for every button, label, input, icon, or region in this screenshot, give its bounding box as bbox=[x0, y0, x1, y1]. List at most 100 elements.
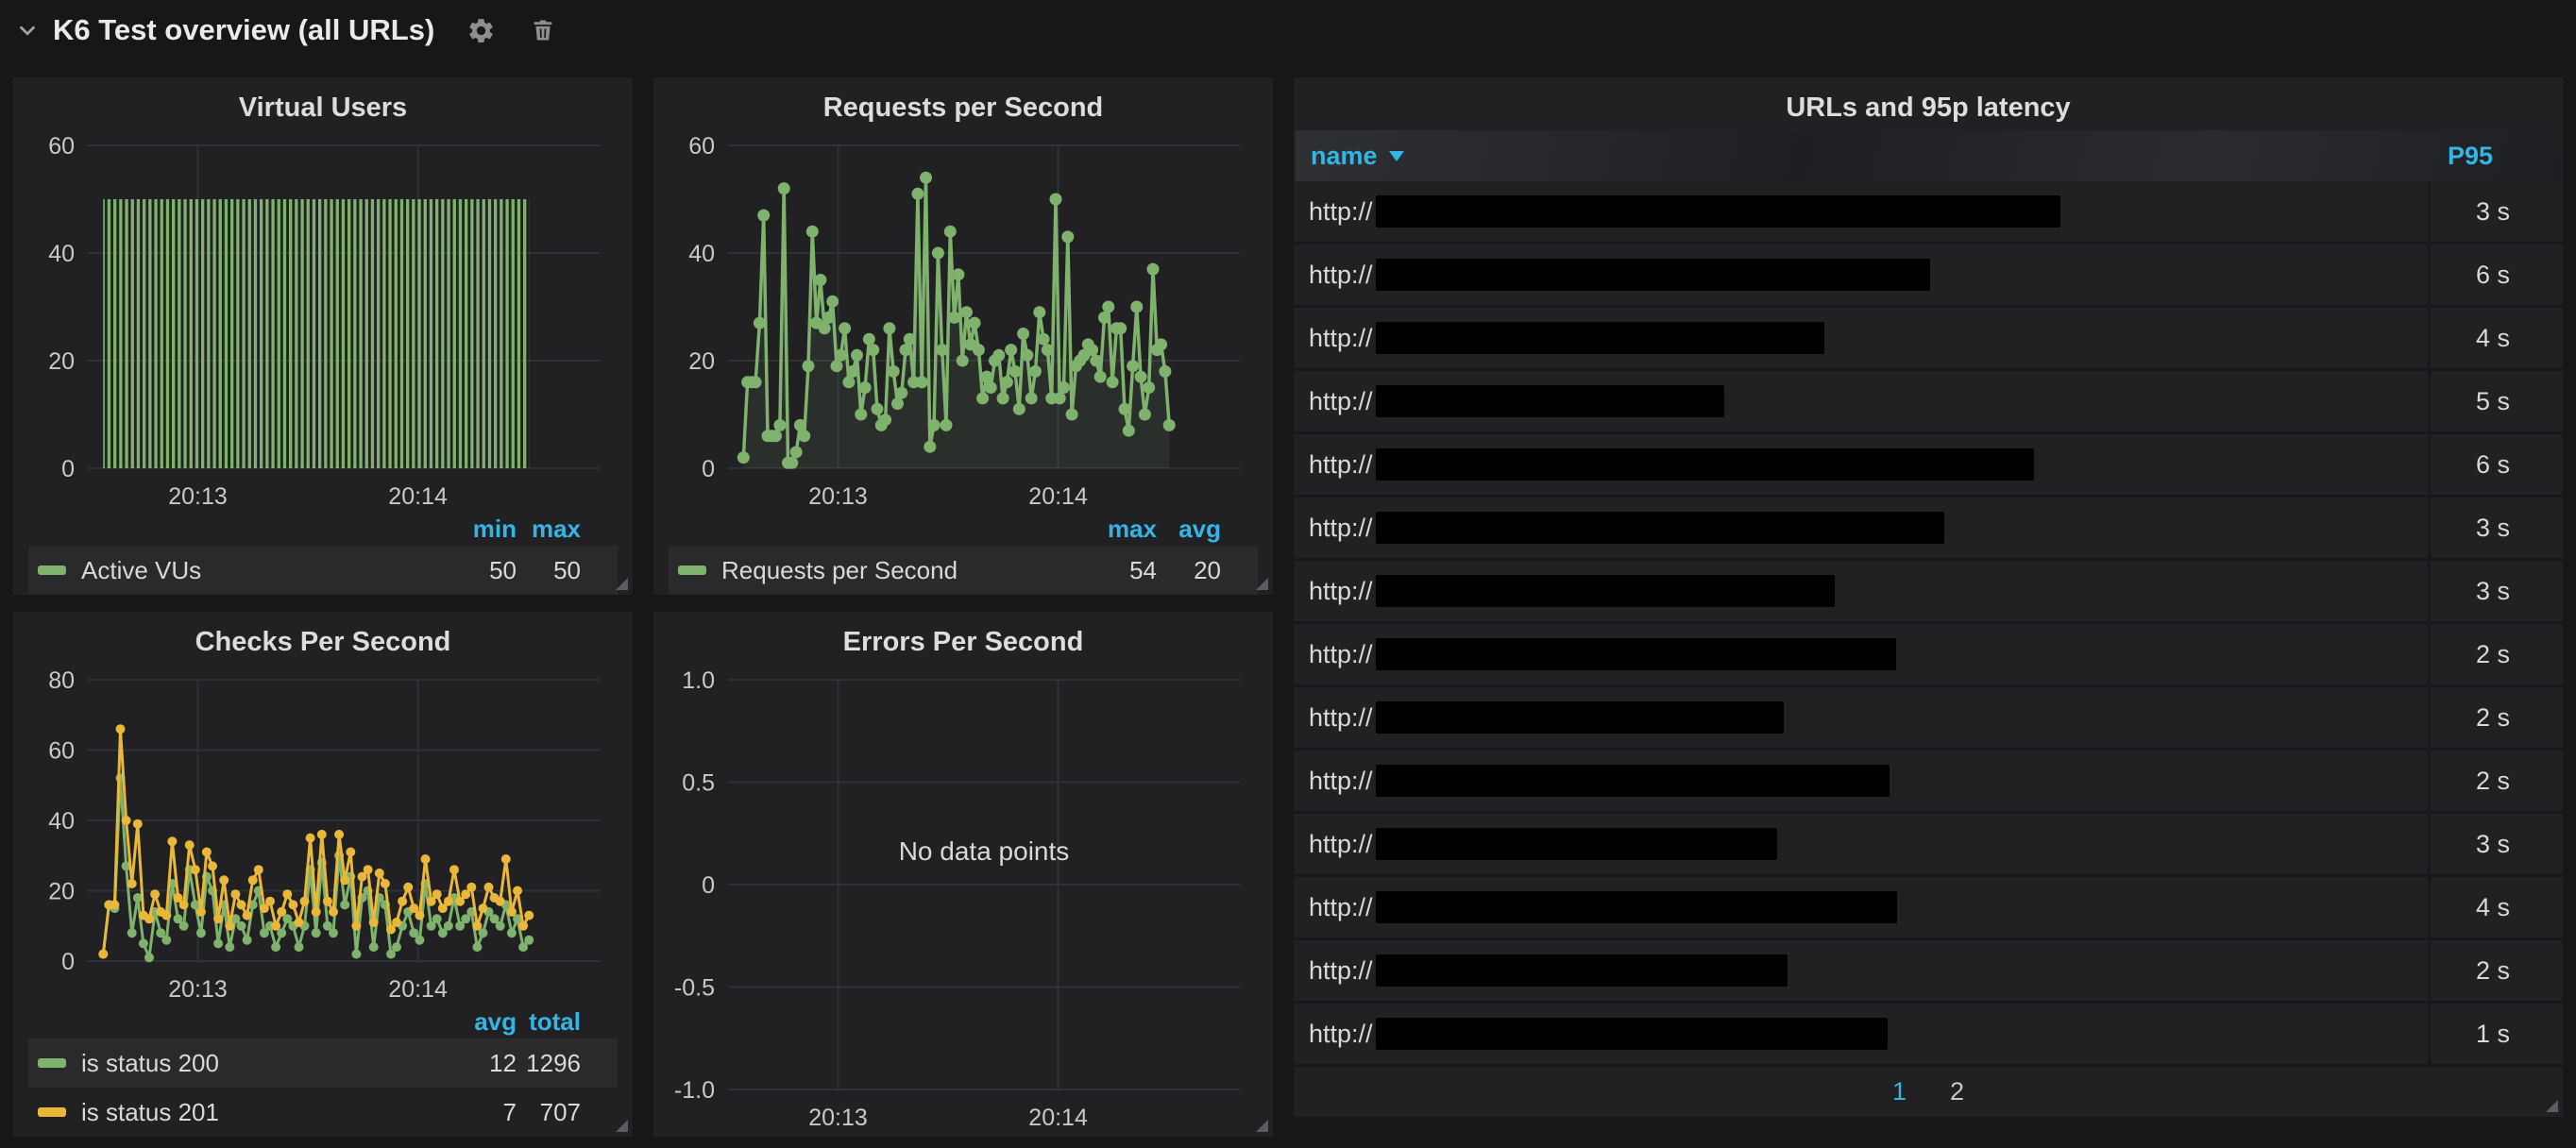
legend-row[interactable]: is status 201 7 707 bbox=[28, 1088, 618, 1137]
url-prefix-text: http:// bbox=[1309, 702, 1373, 732]
legend-series-label: is status 201 bbox=[81, 1097, 219, 1126]
errors-per-second-chart: -1.0 -0.5 0 0.5 1.0 20:13 20:14 No data points bbox=[674, 667, 1240, 1131]
panel-resize-handle[interactable] bbox=[616, 578, 628, 590]
panel-resize-handle[interactable] bbox=[1256, 1120, 1268, 1132]
y-axis-tick-label: 40 bbox=[688, 241, 715, 267]
legend-series-swatch bbox=[38, 1058, 66, 1068]
legend-stat-value: 7 bbox=[502, 1097, 517, 1126]
dashboard-row-header: K6 Test overview (all URLs) bbox=[15, 9, 590, 51]
url-cell: http:// bbox=[1294, 561, 2428, 621]
y-axis-tick-label: -0.5 bbox=[674, 975, 715, 1002]
series-1 bbox=[98, 724, 534, 959]
url-cell: http:// bbox=[1294, 245, 2428, 305]
table-row: http:// 3 s bbox=[1294, 561, 2563, 625]
y-axis-tick-label: 20 bbox=[48, 879, 75, 905]
row-delete-trash-icon[interactable] bbox=[530, 17, 556, 43]
url-prefix-text: http:// bbox=[1309, 386, 1373, 415]
url-cell: http:// bbox=[1294, 1004, 2428, 1064]
pagination-page-2[interactable]: 2 bbox=[1950, 1077, 1965, 1106]
panel-errors-per-second: Errors Per Second -1.0 -0.5 0 0.5 1.0 20:13 20… bbox=[653, 612, 1273, 1137]
table-row: http:// 3 s bbox=[1294, 498, 2563, 562]
url-cell: http:// bbox=[1294, 181, 2428, 242]
table-row: http:// 6 s bbox=[1294, 245, 2563, 309]
legend-stat-header-max[interactable]: max bbox=[531, 514, 581, 543]
p95-value-cell: 5 s bbox=[2428, 371, 2563, 432]
legend-stat-value: 50 bbox=[553, 555, 581, 584]
x-axis-tick-label: 20:13 bbox=[168, 483, 228, 510]
legend-series-label: Active VUs bbox=[81, 555, 202, 584]
table-row: http:// 2 s bbox=[1294, 751, 2563, 815]
panel-resize-handle[interactable] bbox=[1256, 578, 1268, 590]
url-prefix-text: http:// bbox=[1309, 829, 1373, 858]
p95-value-cell: 3 s bbox=[2428, 814, 2563, 875]
redaction-bar bbox=[1375, 512, 1944, 545]
checks-per-second-legend: avg total is status 200 12 1296 is status 201… bbox=[13, 1004, 633, 1137]
legend-stat-headers: min max bbox=[28, 512, 618, 546]
legend-stat-header-avg[interactable]: avg bbox=[1178, 514, 1221, 543]
pagination-page-1[interactable]: 1 bbox=[1891, 1077, 1907, 1106]
url-cell: http:// bbox=[1294, 624, 2428, 684]
y-axis-tick-label: 20 bbox=[688, 348, 715, 375]
table-row: http:// 2 s bbox=[1294, 687, 2563, 751]
url-prefix-text: http:// bbox=[1309, 955, 1373, 985]
virtual-users-legend: min max Active VUs 50 50 bbox=[13, 512, 633, 595]
legend-stat-header-avg[interactable]: avg bbox=[474, 1006, 517, 1036]
panel-resize-handle[interactable] bbox=[616, 1120, 628, 1132]
row-settings-gear-icon[interactable] bbox=[466, 16, 496, 45]
table-header-row: name P95 bbox=[1296, 130, 2561, 182]
legend-stat-header-min[interactable]: min bbox=[472, 514, 517, 543]
panel-title-urls-95p-latency[interactable]: URLs and 95p latency bbox=[1786, 93, 2071, 123]
panel-urls-95p-latency: URLs and 95p latency name P95 http:// 3 s… bbox=[1294, 77, 2563, 1117]
gridlines bbox=[728, 679, 1240, 1090]
table-row: http:// 3 s bbox=[1294, 814, 2563, 878]
series-0 bbox=[737, 171, 1176, 469]
row-collapse-chevron-down-icon[interactable] bbox=[15, 18, 40, 42]
redaction-bar bbox=[1375, 385, 1724, 418]
redaction-bar bbox=[1375, 891, 1897, 924]
y-axis-tick-label: 40 bbox=[48, 241, 75, 267]
panel-resize-handle[interactable] bbox=[2546, 1100, 2558, 1112]
panel-title-checks-per-second[interactable]: Checks Per Second bbox=[195, 627, 451, 657]
url-cell: http:// bbox=[1294, 940, 2428, 1001]
series-0 bbox=[98, 773, 534, 963]
table-body: http:// 3 s http:// 6 s http:// 4 s http:// 5 s… bbox=[1294, 181, 2563, 1068]
legend-row[interactable]: is status 200 12 1296 bbox=[28, 1038, 618, 1088]
y-axis-tick-label: 60 bbox=[48, 738, 75, 765]
x-axis-tick-label: 20:13 bbox=[808, 483, 868, 510]
y-axis-tick-label: 0.5 bbox=[682, 770, 715, 797]
legend-stat-header-total[interactable]: total bbox=[529, 1006, 581, 1036]
name-column-label: name bbox=[1311, 141, 1378, 170]
x-axis-tick-label: 20:14 bbox=[388, 483, 448, 510]
table-column-header-name[interactable]: name bbox=[1311, 142, 2414, 171]
legend-stat-header-max[interactable]: max bbox=[1107, 514, 1157, 543]
p95-value-cell: 3 s bbox=[2428, 561, 2563, 622]
legend-row[interactable]: Requests per Second 54 20 bbox=[669, 546, 1258, 595]
legend-series-label: Requests per Second bbox=[721, 555, 958, 584]
p95-value-cell: 6 s bbox=[2428, 434, 2563, 496]
legend-row[interactable]: Active VUs 50 50 bbox=[28, 546, 618, 595]
panel-title-virtual-users[interactable]: Virtual Users bbox=[238, 93, 408, 123]
dashboard-row-title[interactable]: K6 Test overview (all URLs) bbox=[53, 13, 435, 46]
url-cell: http:// bbox=[1294, 308, 2428, 368]
legend-series-swatch bbox=[678, 566, 706, 575]
p95-value-cell: 4 s bbox=[2428, 877, 2563, 938]
url-cell: http:// bbox=[1294, 371, 2428, 431]
y-axis-tick-label: 60 bbox=[48, 133, 75, 160]
table-column-header-p95[interactable]: P95 bbox=[2447, 141, 2493, 170]
p95-value-cell: 3 s bbox=[2428, 498, 2563, 559]
panel-title-requests-per-second[interactable]: Requests per Second bbox=[822, 93, 1104, 123]
p95-value-cell: 4 s bbox=[2428, 308, 2563, 369]
url-prefix-text: http:// bbox=[1309, 1019, 1373, 1048]
panel-virtual-users: Virtual Users 0 20 40 60 20:13 20:14 min max Ac… bbox=[13, 77, 633, 595]
redaction-bar bbox=[1375, 638, 1896, 671]
redaction-bar bbox=[1375, 954, 1788, 988]
requests-per-second-chart: 0 20 40 60 20:13 20:14 bbox=[688, 133, 1240, 510]
url-prefix-text: http:// bbox=[1309, 513, 1373, 542]
redaction-bar bbox=[1375, 195, 2060, 228]
panel-title-errors-per-second[interactable]: Errors Per Second bbox=[842, 627, 1084, 657]
no-data-text: No data points bbox=[899, 836, 1070, 866]
p95-value-cell: 2 s bbox=[2428, 687, 2563, 749]
table-row: http:// 4 s bbox=[1294, 308, 2563, 372]
url-prefix-text: http:// bbox=[1309, 260, 1373, 289]
